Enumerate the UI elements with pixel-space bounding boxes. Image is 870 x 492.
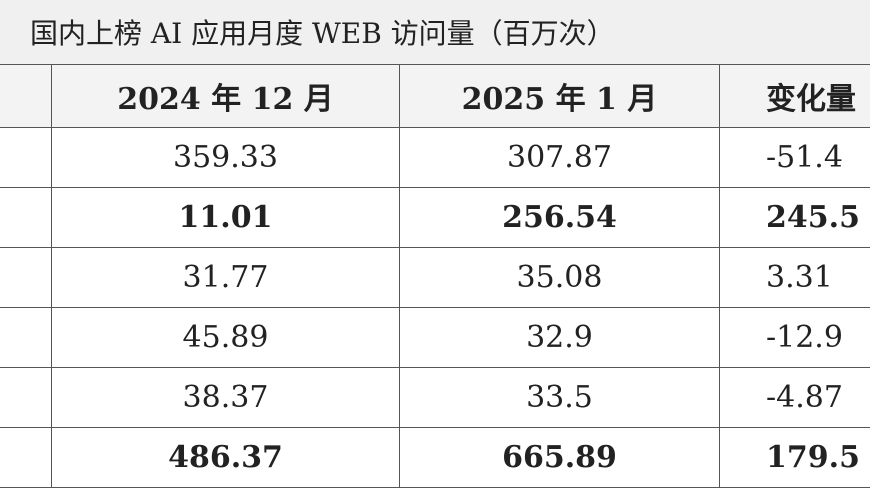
header-cell — [0, 65, 52, 128]
row-label-cell — [0, 428, 52, 488]
table-cell: 359.33 — [52, 128, 400, 188]
row-label-cell — [0, 368, 52, 428]
table-cell: -12.9 — [720, 308, 870, 368]
row-label-cell — [0, 188, 52, 248]
table-cell: 179.5 — [720, 428, 870, 488]
header-cell: 2025 年 1 月 — [400, 65, 720, 128]
table-cell: 31.77 — [52, 248, 400, 308]
table-cell: 256.54 — [400, 188, 720, 248]
header-cell: 2024 年 12 月 — [52, 65, 400, 128]
table-cell: 35.08 — [400, 248, 720, 308]
table-cell: 307.87 — [400, 128, 720, 188]
table-cell: -4.87 — [720, 368, 870, 428]
table-cell: 45.89 — [52, 308, 400, 368]
header-cell: 变化量 — [720, 65, 870, 128]
table-cell: 3.31 — [720, 248, 870, 308]
table-cell: 486.37 — [52, 428, 400, 488]
table-cell: 245.5 — [720, 188, 870, 248]
row-label-cell — [0, 128, 52, 188]
table-cell: 665.89 — [400, 428, 720, 488]
table-cell: 33.5 — [400, 368, 720, 428]
table-title: 国内上榜 AI 应用月度 WEB 访问量（百万次） — [0, 0, 870, 65]
table-cell: 32.9 — [400, 308, 720, 368]
table-cell: 38.37 — [52, 368, 400, 428]
row-label-cell — [0, 308, 52, 368]
table-cell: -51.4 — [720, 128, 870, 188]
row-label-cell — [0, 248, 52, 308]
table-cell: 11.01 — [52, 188, 400, 248]
